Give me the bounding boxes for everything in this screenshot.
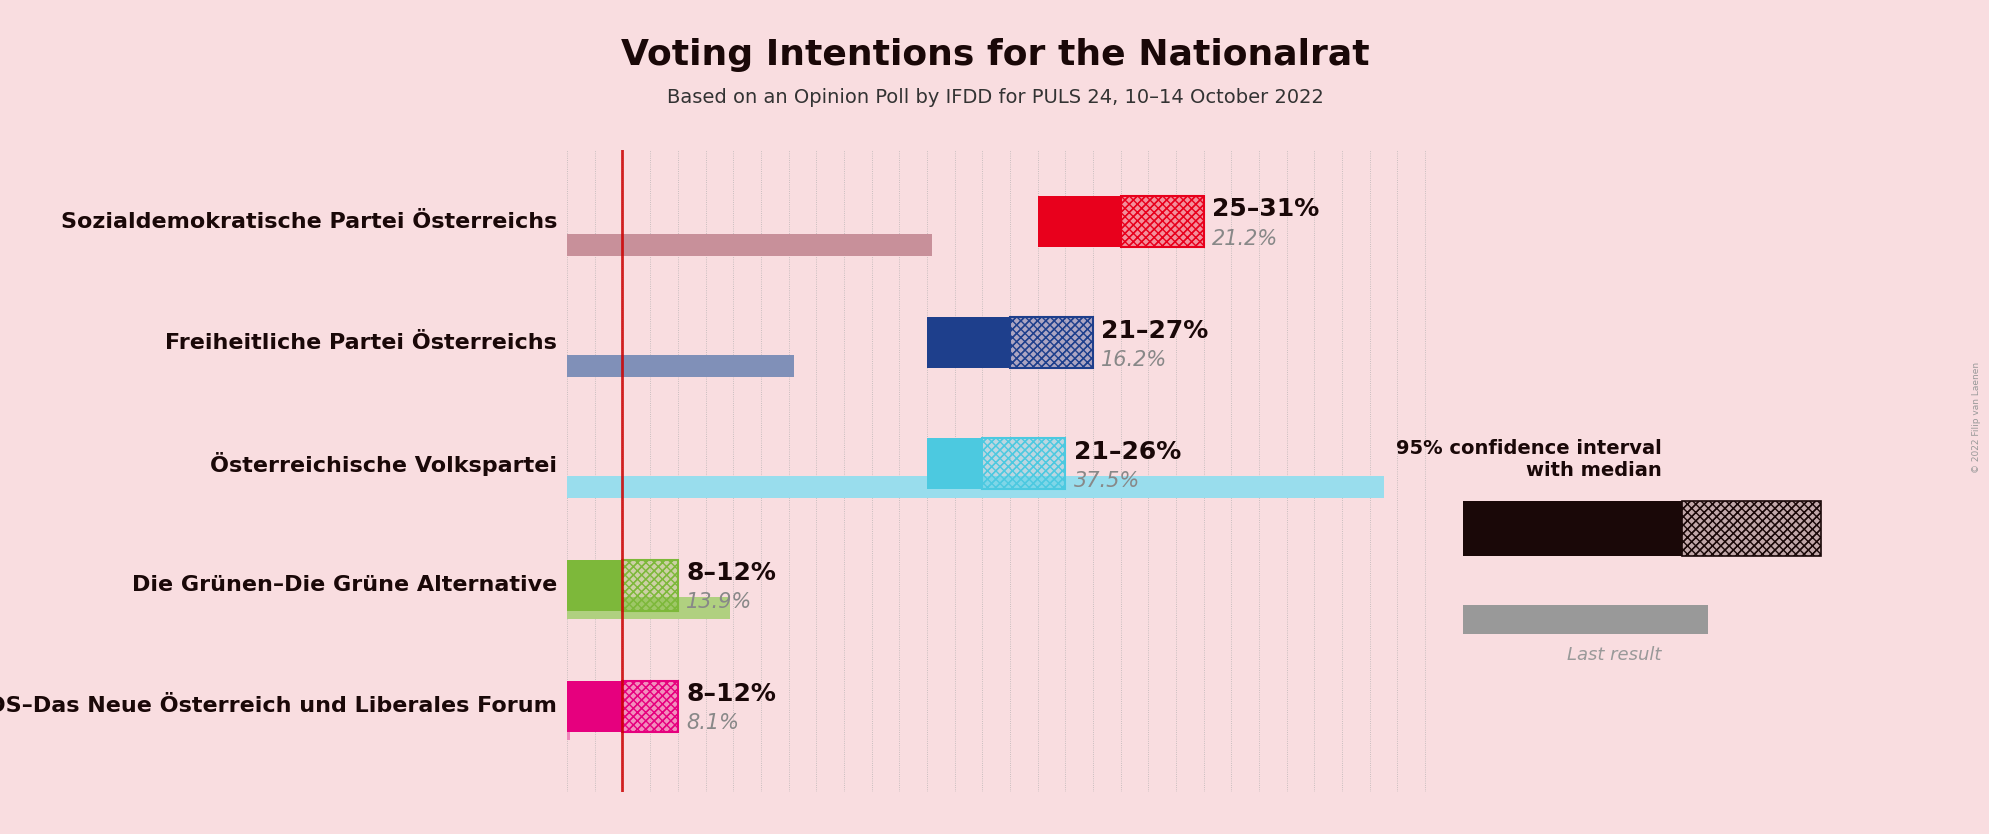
- Bar: [1008, 317, 1092, 369]
- Bar: [567, 560, 623, 610]
- Bar: [567, 234, 933, 255]
- Bar: [1462, 501, 1681, 556]
- Bar: [1008, 317, 1092, 369]
- Bar: [1120, 196, 1203, 247]
- Bar: [983, 439, 1064, 490]
- Bar: [1008, 317, 1092, 369]
- Text: 21.2%: 21.2%: [1211, 229, 1277, 249]
- Text: 13.9%: 13.9%: [686, 592, 752, 612]
- Bar: [567, 355, 794, 377]
- Text: 8.1%: 8.1%: [686, 713, 738, 733]
- Bar: [623, 681, 678, 731]
- Bar: [983, 439, 1064, 490]
- Text: 21–26%: 21–26%: [1072, 440, 1179, 464]
- Text: 8–12%: 8–12%: [686, 561, 776, 585]
- Bar: [983, 439, 1064, 490]
- Bar: [623, 560, 678, 610]
- Text: 21–27%: 21–27%: [1100, 319, 1207, 343]
- Bar: [1462, 605, 1707, 635]
- Bar: [1120, 196, 1203, 247]
- Bar: [927, 439, 983, 490]
- Bar: [1681, 501, 1820, 556]
- Bar: [623, 681, 678, 731]
- Text: Sozialdemokratische Partei Österreichs: Sozialdemokratische Partei Österreichs: [62, 212, 557, 232]
- Text: 95% confidence interval
with median: 95% confidence interval with median: [1394, 439, 1661, 480]
- Text: Based on an Opinion Poll by IFDD for PULS 24, 10–14 October 2022: Based on an Opinion Poll by IFDD for PUL…: [666, 88, 1323, 107]
- Text: 8–12%: 8–12%: [686, 682, 776, 706]
- Text: Last result: Last result: [1567, 646, 1661, 665]
- Bar: [567, 681, 623, 731]
- Text: Die Grünen–Die Grüne Alternative: Die Grünen–Die Grüne Alternative: [131, 575, 557, 595]
- Text: NEOS–Das Neue Österreich und Liberales Forum: NEOS–Das Neue Österreich und Liberales F…: [0, 696, 557, 716]
- Bar: [567, 718, 569, 741]
- Bar: [623, 560, 678, 610]
- Text: Freiheitliche Partei Österreichs: Freiheitliche Partei Österreichs: [165, 333, 557, 353]
- Bar: [1036, 196, 1120, 247]
- Text: Österreichische Volkspartei: Österreichische Volkspartei: [211, 452, 557, 476]
- Bar: [1681, 501, 1820, 556]
- Bar: [567, 476, 1382, 498]
- Text: © 2022 Filip van Laenen: © 2022 Filip van Laenen: [1971, 361, 1979, 473]
- Text: 25–31%: 25–31%: [1211, 198, 1319, 222]
- Bar: [1120, 196, 1203, 247]
- Bar: [1681, 501, 1820, 556]
- Text: 16.2%: 16.2%: [1100, 349, 1168, 369]
- Bar: [927, 317, 1010, 369]
- Text: 37.5%: 37.5%: [1072, 471, 1140, 491]
- Bar: [623, 560, 678, 610]
- Bar: [623, 681, 678, 731]
- Bar: [567, 597, 730, 619]
- Text: Voting Intentions for the Nationalrat: Voting Intentions for the Nationalrat: [621, 38, 1368, 72]
